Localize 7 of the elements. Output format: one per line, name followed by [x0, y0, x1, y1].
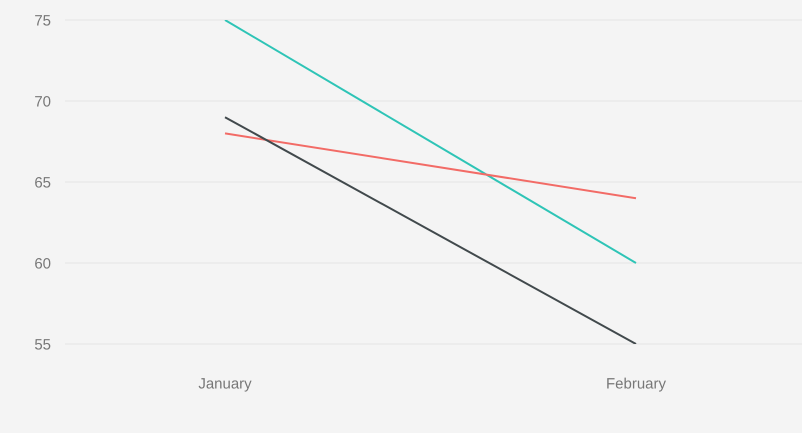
y-tick-label: 75 [34, 12, 51, 30]
y-tick-label: 55 [34, 336, 51, 354]
x-tick-label: February [606, 376, 667, 393]
y-tick-label: 60 [34, 255, 51, 272]
x-tick-label: January [198, 376, 252, 393]
y-tick-label: 65 [34, 174, 51, 192]
y-tick-label: 70 [34, 93, 51, 110]
